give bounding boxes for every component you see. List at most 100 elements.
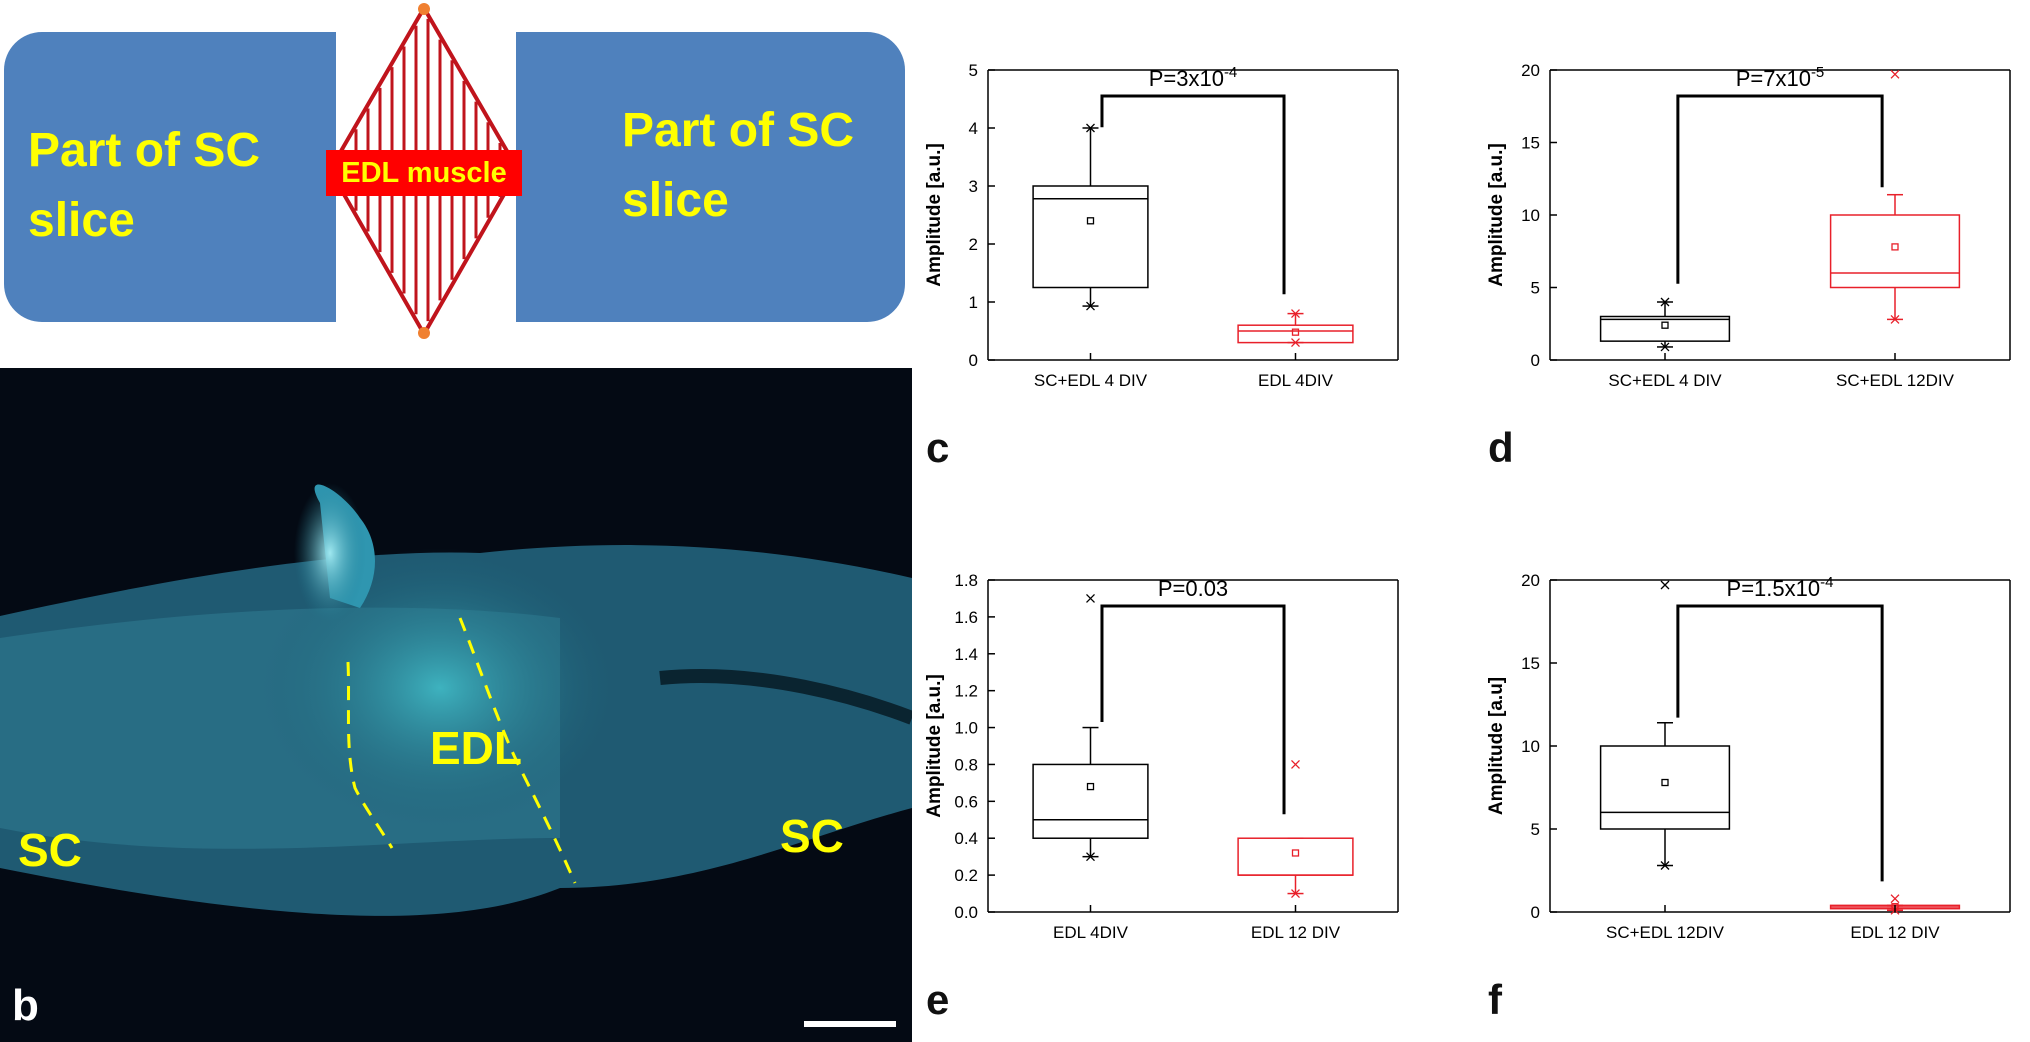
- panel-letter-d: d: [1488, 424, 1514, 471]
- y-tick-label: 0.6: [954, 792, 978, 811]
- y-tick-label: 10: [1521, 737, 1540, 756]
- p-value-exponent: -4: [1224, 64, 1237, 81]
- edl-boundary-lines: [346, 617, 577, 884]
- label-sc-right: SC: [780, 810, 844, 862]
- extreme-marker: [1890, 69, 1900, 79]
- right-sc-block: [510, 32, 905, 322]
- y-tick-label: 3: [969, 177, 978, 196]
- p-value-label: P=3x10-4: [1149, 64, 1238, 91]
- y-tick-label: 5: [969, 61, 978, 80]
- y-tick-label: 1.2: [954, 682, 978, 701]
- mean-marker: [1291, 328, 1300, 336]
- mean-marker: [1891, 243, 1899, 251]
- y-tick-label: 0: [1531, 351, 1540, 370]
- y-tick-label: 0.8: [954, 755, 978, 774]
- edl-muscle-label-bg: [326, 150, 522, 196]
- x-tick-label: EDL 4DIV: [1053, 923, 1129, 942]
- p-value-base: P=3x10: [1149, 66, 1224, 91]
- p-value-base: P=7x10: [1736, 66, 1811, 91]
- panel-letter-c: c: [926, 424, 949, 471]
- schematic-diagram: EDL muscle Part of SC slice Part of SC s…: [4, 3, 905, 339]
- x-tick-label: SC+EDL 4 DIV: [1608, 371, 1722, 390]
- box-iqr: [1829, 214, 1961, 289]
- x-tick-label: SC+EDL 4 DIV: [1034, 371, 1148, 390]
- label-edl: EDL: [430, 722, 522, 774]
- y-axis-label: Amplitude [a.u.]: [924, 143, 945, 287]
- y-tick-label: 0: [1531, 903, 1540, 922]
- box-chart-e: 0.0 0.2 0.4 0.6 0.8 1.0 1.2 1.4 1.6 1.8 Amplitude …: [924, 571, 1399, 1023]
- significance-bracket: [1100, 94, 1286, 295]
- x-tick-label: SC+EDL 12DIV: [1836, 371, 1955, 390]
- y-tick-label: 4: [969, 119, 978, 138]
- y-tick-label: 1.6: [954, 608, 978, 627]
- extreme-marker: [1291, 759, 1300, 769]
- significance-bracket: [1676, 604, 1884, 882]
- label-sc-left: SC: [18, 824, 82, 876]
- y-tick-label: 5: [1531, 279, 1540, 298]
- extreme-marker: [1291, 338, 1300, 348]
- y-tick-label: 1.8: [954, 571, 978, 590]
- extreme-marker: [1086, 123, 1095, 133]
- x-tick-label: EDL 12 DIV: [1850, 923, 1940, 942]
- y-tick-label: 0.0: [954, 903, 978, 922]
- extreme-marker: [1890, 314, 1900, 324]
- extreme-marker: [1086, 301, 1095, 311]
- y-tick-label: 20: [1521, 571, 1540, 590]
- edl-muscle-label: EDL muscle: [341, 157, 506, 189]
- x-tick-label: EDL 12 DIV: [1251, 923, 1341, 942]
- mean-marker: [1086, 782, 1095, 791]
- y-tick-label: 1.4: [954, 645, 978, 664]
- y-axis-label: Amplitude [a.u.]: [924, 674, 945, 818]
- left-sc-block: [4, 32, 414, 322]
- box-iqr: [1032, 185, 1149, 289]
- p-value-exponent: -4: [1820, 574, 1833, 591]
- panel-letter-b: b: [12, 981, 39, 1030]
- panel-letter-f: f: [1488, 976, 1503, 1023]
- p-value-base: P=0.03: [1158, 576, 1228, 601]
- mean-marker: [1291, 849, 1300, 857]
- box-chart-c: 0 1 2 3 4 5 Amplitude [a.u.] SC+EDL 4 DIV EDL 4D…: [924, 61, 1399, 471]
- extreme-marker: [1291, 889, 1300, 899]
- left-sc-label-line2: slice: [28, 194, 135, 247]
- p-value-label: P=7x10-5: [1736, 64, 1825, 91]
- box-iqr: [1599, 315, 1731, 342]
- extreme-marker: [1890, 894, 1900, 904]
- y-tick-label: 5: [1531, 820, 1540, 839]
- fluorescence-micrograph: SC EDL SC b: [0, 368, 912, 1042]
- y-axis-label: Amplitude [a.u.]: [1486, 143, 1507, 287]
- y-tick-label: 2: [969, 235, 978, 254]
- y-tick-label: 0: [969, 351, 978, 370]
- y-tick-label: 0.4: [954, 829, 978, 848]
- extreme-marker: [1086, 593, 1095, 603]
- x-tick-label: EDL 4DIV: [1258, 371, 1334, 390]
- box-iqr: [1237, 837, 1354, 876]
- box-iqr: [1599, 745, 1731, 830]
- left-sc-label-line1: Part of SC: [28, 124, 260, 177]
- box-chart-d: 0 5 10 15 20 Amplitude [a.u.] SC+EDL 4 DIV SC+E…: [1486, 61, 2011, 471]
- significance-bracket: [1676, 94, 1884, 284]
- right-sc-label-line2: slice: [622, 174, 729, 227]
- y-tick-label: 15: [1521, 134, 1540, 153]
- y-axis-label: Amplitude [a.u]: [1486, 677, 1507, 815]
- y-tick-label: 15: [1521, 654, 1540, 673]
- p-value-label: P=0.03: [1158, 576, 1228, 601]
- p-value-label: P=1.5x10-4: [1727, 574, 1834, 601]
- y-tick-label: 1.0: [954, 719, 978, 738]
- y-tick-label: 20: [1521, 61, 1540, 80]
- extreme-marker: [1660, 861, 1670, 870]
- y-tick-label: 0.2: [954, 866, 978, 885]
- box-iqr: [1032, 763, 1149, 839]
- mean-marker: [1661, 321, 1669, 329]
- right-sc-label-line1: Part of SC: [622, 104, 854, 157]
- panel-letter-e: e: [926, 976, 949, 1023]
- x-tick-label: SC+EDL 12DIV: [1606, 923, 1725, 942]
- box-iqr: [1237, 324, 1354, 344]
- p-value-base: P=1.5x10: [1727, 576, 1821, 601]
- extreme-marker: [1660, 580, 1670, 590]
- extreme-marker: [1086, 852, 1095, 862]
- extreme-marker: [1660, 297, 1670, 307]
- extreme-marker: [1291, 309, 1300, 319]
- p-value-exponent: -5: [1811, 64, 1824, 81]
- significance-bracket: [1100, 604, 1286, 815]
- y-tick-label: 10: [1521, 206, 1540, 225]
